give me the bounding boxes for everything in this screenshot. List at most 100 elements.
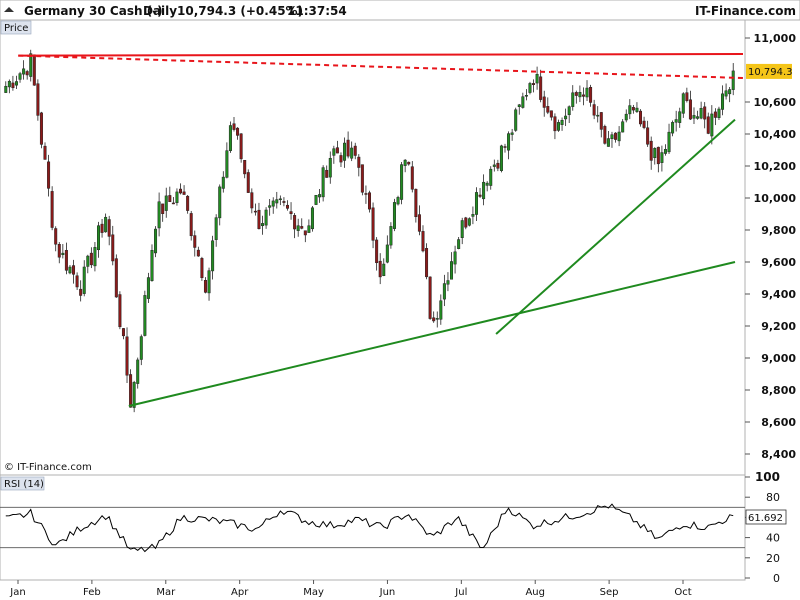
candle-body (517, 104, 521, 107)
resistance-dashed (18, 54, 744, 79)
candle-body (596, 114, 600, 117)
candle-body (674, 119, 678, 123)
candle-body (175, 191, 179, 203)
support-line-steep (495, 118, 736, 335)
candle-body (150, 250, 154, 281)
x-tick-label: Oct (674, 587, 691, 598)
candle-body (32, 54, 36, 86)
candle-body (542, 96, 546, 108)
candle-body (164, 195, 168, 211)
candle-body (681, 93, 685, 114)
brand-label: IT-Finance.com (695, 4, 796, 18)
candle-body (43, 145, 47, 160)
candle-body (703, 106, 707, 120)
candle-body (114, 258, 118, 298)
price-tick-label: 8,400 (761, 448, 796, 461)
candle-body (232, 123, 236, 130)
candle-body (214, 217, 218, 240)
candle-body (457, 239, 461, 249)
candle-body (350, 147, 354, 159)
rsi-axis: 020406080100 (745, 470, 780, 585)
candle-body (403, 159, 407, 166)
candle-body (18, 73, 22, 80)
candle-body (196, 249, 200, 257)
candle-body (289, 211, 293, 214)
candle-body (492, 164, 496, 167)
x-axis: Jan Feb Mar Apr May Jun Jul Aug Sep Oct (9, 580, 692, 598)
candle-body (382, 263, 386, 276)
candle-body (64, 250, 68, 271)
candle-body (250, 192, 254, 209)
candle-body (268, 205, 272, 208)
rsi-panel-label: RSI (14) (4, 479, 44, 490)
x-tick-label: Aug (525, 587, 545, 598)
candle-body (421, 231, 425, 252)
candle-body (325, 169, 329, 178)
candle-body (439, 300, 443, 320)
candle-body (496, 162, 500, 169)
candle-body (243, 160, 247, 175)
candle-body (171, 202, 175, 205)
price-tick-label: 11,000 (754, 32, 797, 45)
candle-body (132, 382, 136, 408)
candle-body (653, 148, 657, 159)
price-tick-label: 8,600 (761, 416, 796, 429)
candle-body (482, 181, 486, 200)
rsi-last-badge-bg (745, 509, 787, 525)
rsi-tick-label: 40 (766, 532, 780, 545)
x-tick-label: Apr (231, 587, 249, 598)
price-tick-label: 9,600 (761, 256, 796, 269)
candle-body (639, 110, 643, 125)
candle-body (275, 199, 279, 204)
support-line-long (128, 261, 736, 407)
candle-body (264, 209, 268, 226)
candle-body (532, 83, 536, 85)
candle-body (432, 317, 436, 322)
rsi-tick-label: 20 (766, 552, 780, 565)
candle-body (61, 252, 65, 256)
candle-body (154, 228, 158, 254)
candle-body (221, 176, 225, 189)
x-tick-label: May (303, 587, 324, 598)
x-tick-label: Feb (83, 587, 101, 598)
candle-body (696, 116, 700, 119)
last-price-badge-bg (746, 63, 792, 79)
candle-body (667, 131, 671, 153)
price-tick-label: 8,800 (761, 384, 796, 397)
candle-body (125, 336, 129, 376)
instrument-name: Germany 30 Cash (-) (24, 4, 163, 18)
candle-body (685, 92, 689, 101)
candle-body (186, 195, 190, 211)
candle-body (392, 202, 396, 229)
candle-body (571, 92, 575, 107)
candle-body (346, 139, 350, 157)
rsi-label-box (0, 476, 45, 491)
candle-body (503, 146, 507, 148)
rsi-tick-label: 0 (773, 572, 780, 585)
candle-body (239, 133, 243, 160)
candle-body (200, 258, 204, 279)
candle-body (478, 194, 482, 197)
candle-body (307, 225, 311, 233)
interval-label: Daily (143, 4, 177, 18)
rsi-last-badge: 61.692 (745, 509, 787, 525)
candle-body (368, 192, 371, 210)
x-tick-label: Jul (454, 587, 467, 598)
candle-body (628, 105, 632, 115)
candle-body (624, 113, 628, 121)
candle-body (514, 109, 518, 131)
candle-body (207, 270, 211, 294)
candle-body (446, 280, 450, 285)
candle-body (646, 127, 650, 145)
collapse-icon[interactable] (4, 7, 14, 12)
candle-body (89, 252, 93, 266)
candle-body (721, 93, 725, 110)
rsi-tick-label: 100 (755, 470, 780, 484)
candle-body (261, 223, 265, 227)
last-change-label: 10,794.3 (+0.45%) (177, 4, 303, 18)
candle-body (710, 113, 714, 137)
candle-body (663, 149, 667, 154)
candle-body (146, 277, 150, 299)
candle-body (218, 186, 222, 219)
